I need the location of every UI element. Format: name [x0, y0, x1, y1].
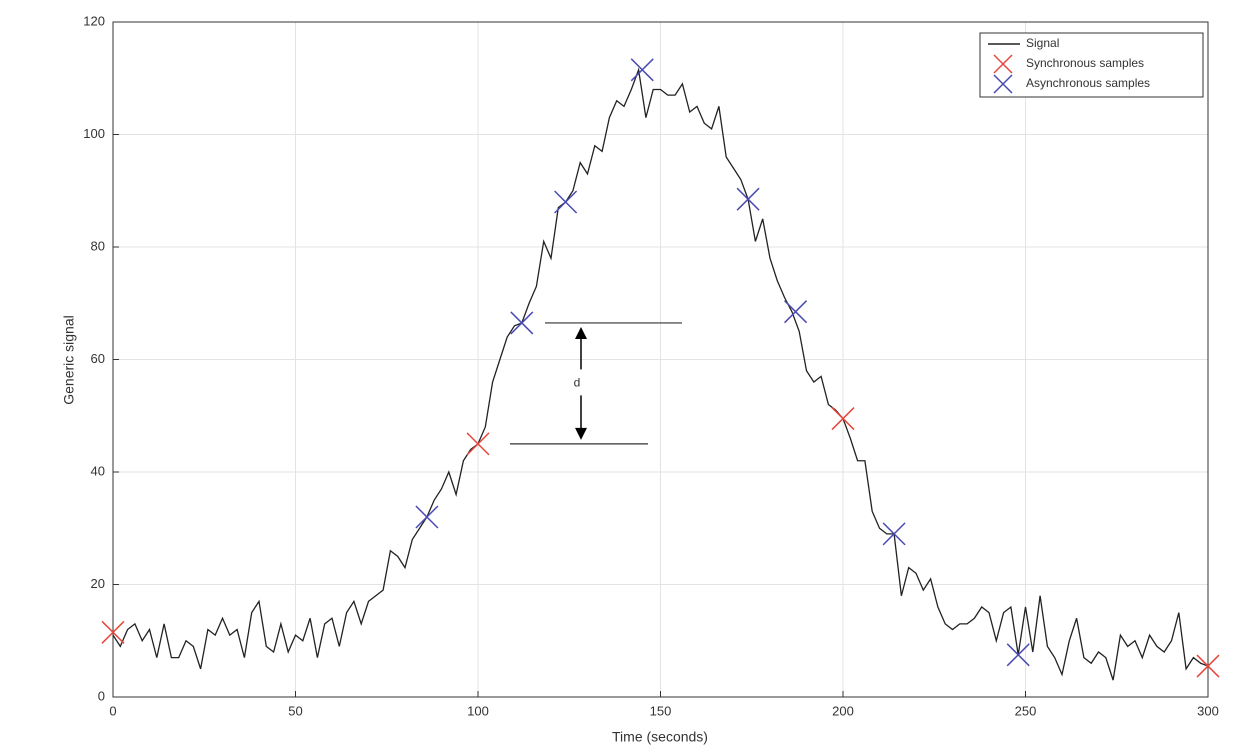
y-axis-label: Generic signal [61, 315, 77, 405]
y-tick-label: 20 [91, 576, 105, 591]
plot-frame [112, 21, 1209, 698]
y-tick-label: 60 [91, 351, 105, 366]
x-tick-label: 250 [1015, 703, 1037, 718]
marker [415, 505, 439, 529]
marker [466, 432, 490, 456]
y-tick-label: 40 [91, 463, 105, 478]
marker [510, 311, 534, 335]
x-tick-label: 50 [288, 703, 302, 718]
marker-stroke [831, 407, 855, 431]
y-tick-label: 120 [83, 13, 105, 28]
x-tick-label: 150 [650, 703, 672, 718]
marker [554, 190, 578, 214]
marker-stroke [554, 190, 578, 214]
marker [784, 300, 808, 324]
marker-stroke [1196, 654, 1220, 678]
legend-swatch [993, 54, 1013, 74]
arrow-head [575, 326, 587, 339]
marker-stroke [415, 505, 439, 529]
arrow-head [575, 427, 587, 440]
marker-stroke [784, 300, 808, 324]
marker-stroke [466, 432, 490, 456]
y-tick-label: 0 [98, 688, 105, 703]
legend-label: Asynchronous samples [1026, 76, 1150, 90]
marker [630, 58, 654, 82]
marker [736, 187, 760, 211]
marker-stroke [1006, 643, 1030, 667]
marker [882, 522, 906, 546]
marker [101, 620, 125, 644]
y-tick-label: 100 [83, 126, 105, 141]
x-axis-label: Time (seconds) [612, 729, 708, 745]
marker-stroke [101, 620, 125, 644]
x-tick-label: 0 [109, 703, 116, 718]
legend-label: Synchronous samples [1026, 56, 1144, 70]
marker-stroke [510, 311, 534, 335]
marker [831, 407, 855, 431]
legend-label: Signal [1026, 36, 1059, 50]
marker-stroke [736, 187, 760, 211]
marker-stroke [630, 58, 654, 82]
x-tick-label: 300 [1197, 703, 1219, 718]
annotation-label: d [574, 376, 581, 390]
x-tick-label: 200 [832, 703, 854, 718]
y-tick-label: 80 [91, 238, 105, 253]
x-tick-label: 100 [467, 703, 489, 718]
legend-swatch [993, 74, 1013, 94]
signal-line [112, 67, 1209, 681]
marker [1006, 643, 1030, 667]
marker-stroke [882, 522, 906, 546]
marker [1196, 654, 1220, 678]
